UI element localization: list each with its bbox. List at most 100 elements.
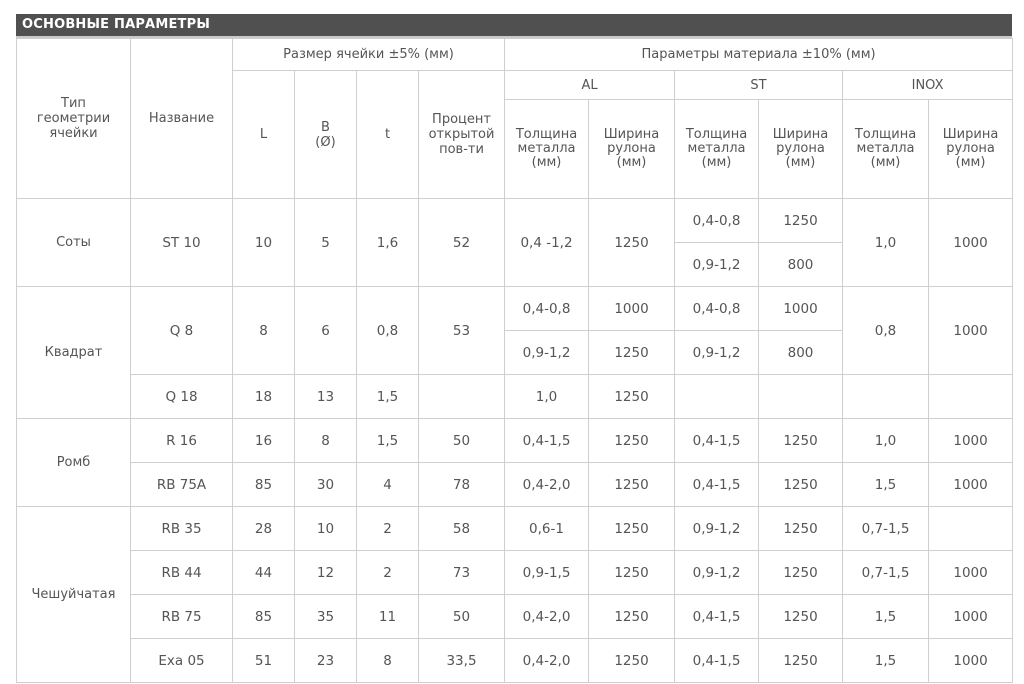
t-cell: 2: [356, 506, 419, 551]
col-header-B: B (Ø): [294, 70, 357, 199]
al-width-cell: 1250: [588, 550, 676, 595]
parameters-table: Тип геометрии ячейки Название Размер яче…: [16, 38, 1014, 683]
st-width-cell: 1250: [758, 506, 844, 551]
al-thickness-cell: 0,4-0,8: [504, 286, 590, 331]
unit-label: (мм): [785, 155, 816, 170]
t-cell: 0,8: [356, 286, 419, 375]
col-header-B-diameter: (Ø): [315, 134, 336, 150]
table-row: RB 44 44 12 2 73 0,9-1,5 1250 0,9-1,2 12…: [17, 550, 1014, 595]
st-width-cell: 1250: [758, 594, 844, 639]
L-cell: 8: [232, 286, 295, 375]
al-width-cell: 1000: [588, 286, 676, 331]
table-row: Соты ST 10 10 5 1,6 52 0,4 -1,2 1250 0,4…: [16, 198, 1014, 287]
name-cell: Q 18: [130, 374, 233, 419]
section-title: ОСНОВНЫЕ ПАРАМЕТРЫ: [16, 14, 1012, 38]
inox-thickness-cell: 0,7-1,5: [842, 550, 930, 595]
st-thickness-cell: 0,9-1,2: [674, 242, 760, 287]
B-cell: 10: [294, 506, 357, 551]
al-width-cell: 1250: [588, 638, 676, 683]
col-header-al-thickness: Толщина металла (мм): [504, 99, 590, 199]
table-row: 0,9-1,2 1250 0,9-1,2 800: [17, 330, 1013, 375]
st-width-cell: 1250: [758, 550, 844, 595]
type-cell: Квадрат: [16, 286, 131, 419]
st-width-cell: 800: [758, 330, 844, 375]
col-header-name: Название: [130, 38, 233, 199]
width-label: Ширина: [772, 127, 829, 142]
B-cell: 13: [294, 374, 357, 419]
L-cell: 85: [232, 462, 295, 507]
open-cell: [417, 374, 506, 419]
group-header-material: Параметры материала ±10% (мм): [504, 38, 1014, 71]
inox-width-cell: [928, 374, 1014, 419]
st-width-cell: 800: [758, 242, 844, 287]
table-row: Ромб R 16 16 8 1,5 50 0,4-1,5 1250 0,4-1…: [16, 418, 1014, 507]
name-cell: Exa 05: [130, 638, 233, 683]
open-cell: 33,5: [417, 638, 506, 683]
st-width-cell: [758, 374, 844, 419]
inox-thickness-cell: 1,0: [842, 198, 930, 287]
B-cell: 8: [294, 418, 357, 463]
open-cell: 53: [417, 286, 506, 375]
inox-thickness-cell: 1,5: [842, 638, 930, 683]
col-header-L: L: [232, 70, 295, 199]
inox-width-cell: 1000: [928, 286, 1014, 375]
L-cell: 28: [232, 506, 295, 551]
col-header-open-area: Процент открытой пов-ти: [417, 70, 506, 199]
L-cell: 44: [232, 550, 295, 595]
open-cell: 58: [417, 506, 506, 551]
inox-width-cell: 1000: [928, 550, 1014, 595]
t-cell: 1,5: [356, 418, 419, 463]
thickness-label-2: металла: [856, 141, 915, 156]
L-cell: 10: [232, 198, 295, 287]
name-cell: Q 8: [130, 286, 233, 375]
table-row: Квадрат Q 8 8 6 0,8 53 0,4-0,8 1000 0,4-…: [16, 286, 1014, 419]
L-cell: 18: [232, 374, 295, 419]
open-cell: 73: [417, 550, 506, 595]
inox-width-cell: 1000: [928, 198, 1014, 287]
inox-thickness-cell: [842, 374, 930, 419]
L-cell: 51: [232, 638, 295, 683]
col-header-B-label: B: [321, 119, 330, 135]
st-width-cell: 1000: [758, 286, 844, 331]
col-header-st-width: Ширина рулона (мм): [758, 99, 844, 199]
thickness-label-2: металла: [517, 141, 576, 156]
st-thickness-cell: 0,4-1,5: [674, 418, 760, 463]
inox-thickness-cell: 0,7-1,5: [842, 506, 930, 551]
type-cell: Ромб: [16, 418, 131, 507]
name-cell: ST 10: [130, 198, 233, 287]
table-row: Q 18 18 13 1,5 1,0 1250: [17, 374, 1014, 419]
group-header-inox: INOX: [842, 70, 1014, 100]
al-width-cell: 1250: [588, 594, 676, 639]
name-cell: RB 35: [130, 506, 233, 551]
col-header-st-thickness: Толщина металла (мм): [674, 99, 760, 199]
B-cell: 12: [294, 550, 357, 595]
unit-label: (мм): [701, 155, 732, 170]
group-header-st: ST: [674, 70, 844, 100]
st-width-cell: 1250: [758, 418, 844, 463]
group-header-al: AL: [504, 70, 676, 100]
width-label-2: рулона: [776, 141, 825, 156]
t-cell: 1,5: [356, 374, 419, 419]
unit-label: (мм): [531, 155, 562, 170]
st-thickness-cell: 0,4-1,5: [674, 462, 760, 507]
st-thickness-cell: 0,9-1,2: [674, 550, 760, 595]
st-thickness-cell: [674, 374, 760, 419]
al-thickness-cell: 0,4-1,5: [504, 418, 590, 463]
B-cell: 30: [294, 462, 357, 507]
open-cell: 50: [417, 418, 506, 463]
al-thickness-cell: 0,4-2,0: [504, 594, 590, 639]
group-header-cell-size: Размер ячейки ±5% (мм): [231, 38, 506, 71]
al-width-cell: 1250: [588, 198, 676, 287]
al-thickness-cell: 0,4-2,0: [504, 462, 590, 507]
open-cell: 78: [417, 462, 506, 507]
al-thickness-cell: 0,4-2,0: [504, 638, 590, 683]
al-width-cell: 1250: [588, 418, 676, 463]
name-cell: RB 75A: [130, 462, 233, 507]
st-width-cell: 1250: [758, 462, 844, 507]
col-header-t: t: [356, 70, 419, 199]
width-label-2: рулона: [607, 141, 656, 156]
st-width-cell: 1250: [758, 198, 844, 243]
L-cell: 85: [232, 594, 295, 639]
B-cell: 5: [294, 198, 357, 287]
open-cell: 52: [417, 198, 506, 287]
